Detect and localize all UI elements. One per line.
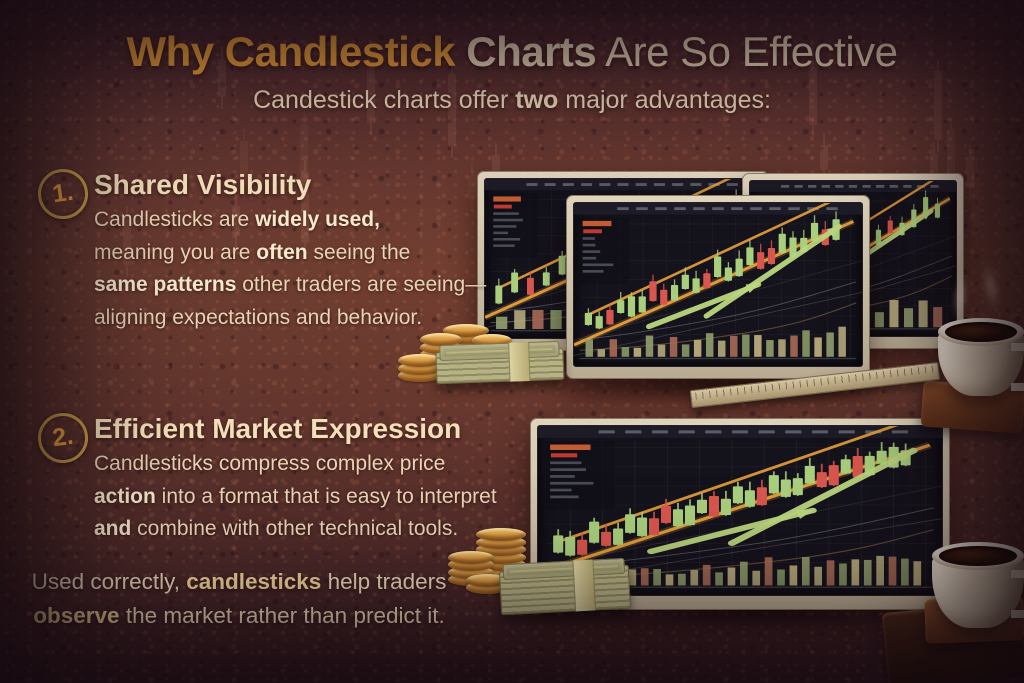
cup-handle <box>1011 342 1024 391</box>
cash-band <box>508 341 531 382</box>
section-2-heading: Efficient Market Expression <box>94 413 462 444</box>
candlestick-chart-illustration <box>538 426 942 590</box>
gold-coin <box>448 550 494 564</box>
coffee-cup <box>938 318 1024 396</box>
title-highlight: Why Candlestick <box>126 28 456 75</box>
cash-bundle <box>498 557 632 616</box>
section-1-body: Candlesticks are widely used, meaning you… <box>94 208 487 329</box>
chart-screen <box>537 425 943 596</box>
gold-coin <box>476 528 526 541</box>
title-rest: Are So Effective <box>596 28 898 75</box>
coin-stack <box>448 546 494 586</box>
page-title: Why Candlestick Charts Are So Effective <box>0 28 1024 76</box>
chart-screen <box>573 202 863 367</box>
coffee-surface <box>944 322 1018 342</box>
monitor-bottom <box>530 418 950 610</box>
coffee-surface <box>939 546 1017 566</box>
monitor-top-center <box>566 195 870 379</box>
gold-coin <box>420 333 462 346</box>
gold-coin <box>466 573 508 587</box>
coffee-cup <box>932 542 1024 628</box>
gold-coin <box>398 354 442 367</box>
cash-bundle <box>435 340 565 385</box>
section-1-heading: Shared Visibility <box>94 169 312 200</box>
cash-band <box>572 559 597 612</box>
title-bold: Charts <box>455 28 597 75</box>
coin-stack <box>466 570 508 594</box>
section-2-body: Candlesticks compress complex price actio… <box>94 452 497 541</box>
gold-coin <box>443 323 489 337</box>
cup-handle <box>1011 569 1024 618</box>
footer-tagline: Used correctly, candlesticks help trader… <box>31 569 447 628</box>
subtitle: Candestick charts offer two major advant… <box>253 86 771 114</box>
coin-stack <box>398 352 442 382</box>
candlestick-chart-illustration <box>574 203 862 361</box>
